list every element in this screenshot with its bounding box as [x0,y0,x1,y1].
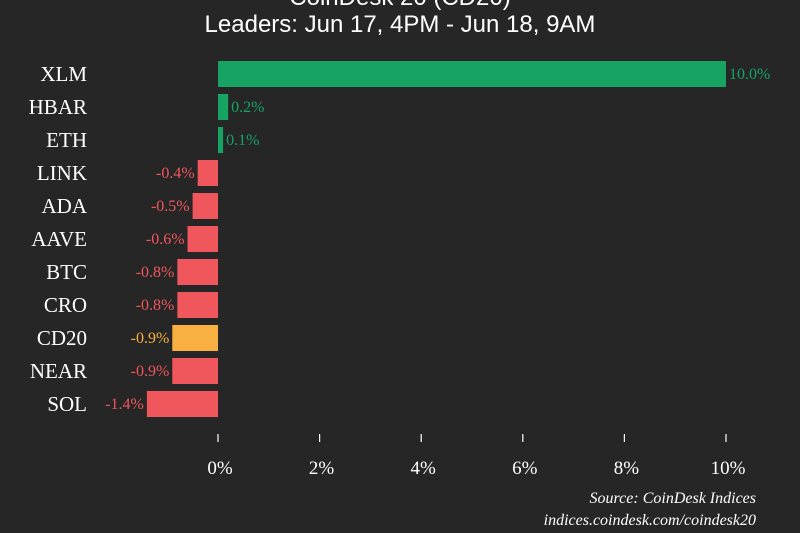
value-label: 10.0% [729,66,770,83]
chart-subtitle: Leaders: Jun 17, 4PM - Jun 18, 9AM [204,11,596,38]
value-label: -0.5% [151,198,190,215]
category-label: HBAR [29,95,87,119]
source-label: Source: CoinDesk Indices [589,490,756,507]
category-label: ADA [42,194,88,218]
value-label: -0.8% [136,264,175,281]
x-tick-label: 10% [711,458,746,479]
bar-hbar [218,94,229,120]
x-tick-label: 4% [411,458,437,479]
value-label: -0.6% [146,231,185,248]
category-label: LINK [37,161,87,185]
bar-eth [218,127,224,153]
bar-cd20 [172,325,218,351]
category-label: XLM [40,62,87,86]
bar-near [172,358,218,384]
source-url: indices.coindesk.com/coindesk20 [543,512,756,529]
chart-title: CoinDesk 20 (CD20) [0,0,800,12]
bar-aave [187,226,218,252]
value-label: -1.4% [105,396,144,413]
value-label: 0.1% [226,132,259,149]
bar-ada [192,193,218,219]
category-label: CD20 [37,326,87,350]
x-tick-label: 0% [207,458,233,479]
bar-cro [177,292,218,318]
bar-btc [177,259,218,285]
value-label: 0.2% [231,99,264,116]
category-label: BTC [46,260,87,284]
value-label: -0.8% [136,297,175,314]
x-tick-label: 6% [512,458,538,479]
value-label: -0.9% [131,363,170,380]
bar-xlm [218,61,726,87]
value-label: -0.4% [156,165,195,182]
category-label: ETH [46,128,87,152]
category-label: CRO [44,293,87,317]
category-label: SOL [47,392,87,416]
x-tick-label: 2% [309,458,335,479]
x-tick-label: 8% [614,458,640,479]
bar-link [197,160,218,186]
category-label: NEAR [30,359,87,383]
category-label: AAVE [31,227,87,251]
value-label: -0.9% [131,330,170,347]
bar-sol [146,391,218,417]
